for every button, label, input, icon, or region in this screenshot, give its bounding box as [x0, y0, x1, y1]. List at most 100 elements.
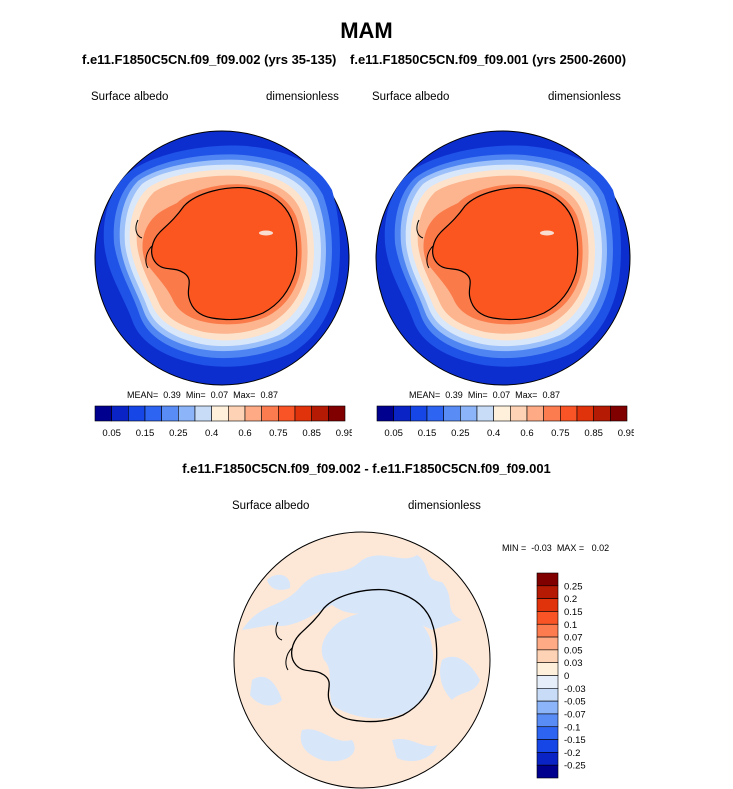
- colorbar-box: [410, 405, 428, 422]
- colorbar-box: [294, 405, 312, 422]
- diff-title: f.e11.F1850C5CN.f09_f09.002 - f.e11.F185…: [182, 461, 551, 476]
- colorbar-box: [536, 752, 559, 766]
- colorbar-box: [536, 598, 559, 612]
- colorbar-box: [536, 739, 559, 753]
- diff-min-label: MIN =: [502, 543, 527, 553]
- left-min-value: 0.07: [210, 390, 229, 400]
- colorbar-tick-label: 0.95: [618, 428, 634, 439]
- colorbar-box: [426, 405, 444, 422]
- left-variable-label: Surface albedo: [91, 91, 169, 103]
- colorbar-box: [328, 405, 346, 422]
- right-colorbar-labels: 0.05 0.15 0.25 0.4 0.6 0.75 0.85 0.95: [384, 428, 634, 439]
- left-units-label: dimensionless: [266, 91, 339, 103]
- diff-variable-label: Surface albedo: [232, 500, 310, 512]
- diff-colorbar-labels: 0.250.20.150.10.070.050.030-0.03-0.05-0.…: [564, 581, 586, 771]
- colorbar-tick-label: -0.2: [564, 748, 580, 759]
- colorbar-tick-label: 0.25: [169, 428, 188, 439]
- right-max-label: Max=: [515, 390, 538, 400]
- colorbar-box: [393, 405, 411, 422]
- right-min-value: 0.07: [492, 390, 511, 400]
- right-mean-label: MEAN=: [409, 390, 441, 400]
- left-albedo-map: [94, 130, 350, 386]
- colorbar-box: [536, 585, 559, 599]
- left-run-title: f.e11.F1850C5CN.f09_f09.002 (yrs 35-135): [82, 52, 337, 67]
- left-max-value: 0.87: [260, 390, 278, 400]
- left-stats: MEAN= 0.39 Min= 0.07 Max= 0.87: [127, 390, 278, 400]
- colorbar-tick-label: 0.15: [418, 428, 437, 439]
- colorbar-box: [460, 405, 478, 422]
- colorbar-tick-label: 0.1: [564, 620, 577, 631]
- diff-minmax: MIN = -0.03 MAX = 0.02: [502, 543, 609, 553]
- colorbar-box: [311, 405, 329, 422]
- colorbar-tick-label: -0.25: [564, 761, 586, 772]
- colorbar-box: [278, 405, 296, 422]
- colorbar-box: [144, 405, 162, 422]
- colorbar-tick-label: 0.15: [136, 428, 155, 439]
- colorbar-box: [261, 405, 279, 422]
- colorbar-box: [94, 405, 112, 422]
- right-stats: MEAN= 0.39 Min= 0.07 Max= 0.87: [409, 390, 560, 400]
- colorbar-tick-label: -0.07: [564, 709, 586, 720]
- right-albedo-map: [375, 130, 631, 386]
- colorbar-box: [244, 405, 262, 422]
- colorbar-box: [576, 405, 594, 422]
- right-max-value: 0.87: [542, 390, 560, 400]
- colorbar-box: [178, 405, 196, 422]
- left-max-label: Max=: [233, 390, 256, 400]
- colorbar-box: [536, 662, 559, 676]
- colorbar-box: [476, 405, 494, 422]
- colorbar-box: [443, 405, 461, 422]
- left-mean-label: MEAN=: [127, 390, 159, 400]
- diff-min-value: -0.03: [531, 543, 552, 553]
- page-title: MAM: [340, 18, 393, 43]
- right-variable-label: Surface albedo: [372, 91, 450, 103]
- colorbar-box: [593, 405, 611, 422]
- colorbar-box: [536, 726, 559, 740]
- diff-max-value: 0.02: [591, 543, 610, 553]
- colorbar-box: [111, 405, 129, 422]
- colorbar-tick-label: 0.03: [564, 658, 583, 669]
- colorbar-box: [536, 649, 559, 663]
- colorbar-box: [536, 764, 559, 779]
- colorbar-tick-label: 0.25: [564, 581, 583, 592]
- colorbar-tick-label: 0.95: [336, 428, 352, 439]
- left-colorbar-boxes: [94, 405, 346, 422]
- diff-max-label: MAX =: [556, 543, 585, 553]
- right-colorbar-boxes: [376, 405, 628, 422]
- colorbar-tick-label: 0.2: [564, 594, 577, 605]
- colorbar-tick-label: 0.05: [384, 428, 403, 439]
- colorbar-box: [510, 405, 528, 422]
- colorbar-box: [526, 405, 544, 422]
- colorbar-box: [228, 405, 246, 422]
- colorbar-tick-label: 0.85: [302, 428, 321, 439]
- colorbar-box: [543, 405, 561, 422]
- colorbar-box: [536, 636, 559, 651]
- colorbar-box: [194, 405, 212, 422]
- colorbar-box: [610, 405, 628, 422]
- diff-units-label: dimensionless: [408, 500, 481, 512]
- right-run-title: f.e11.F1850C5CN.f09_f09.001 (yrs 2500-26…: [350, 52, 627, 67]
- colorbar-tick-label: 0.4: [205, 428, 218, 439]
- left-colorbar: 0.05 0.15 0.25 0.4 0.6 0.75 0.85 0.95: [94, 405, 352, 439]
- diff-colorbar-boxes: [536, 572, 559, 779]
- colorbar-tick-label: 0.6: [238, 428, 251, 439]
- left-mean-value: 0.39: [163, 390, 181, 400]
- colorbar-box: [161, 405, 179, 422]
- colorbar-tick-label: 0.85: [584, 428, 603, 439]
- colorbar-tick-label: 0.15: [564, 607, 583, 618]
- right-mean-value: 0.39: [445, 390, 463, 400]
- right-units-label: dimensionless: [548, 91, 621, 103]
- left-min-label: Min=: [185, 390, 206, 400]
- colorbar-tick-label: 0.07: [564, 633, 583, 644]
- colorbar-box: [493, 405, 511, 422]
- colorbar-box: [536, 572, 559, 587]
- colorbar-box: [376, 405, 394, 422]
- colorbar-box: [536, 611, 559, 625]
- colorbar-tick-label: -0.05: [564, 697, 586, 708]
- colorbar-box: [536, 675, 559, 689]
- colorbar-tick-label: -0.03: [564, 684, 586, 695]
- colorbar-tick-label: 0.4: [487, 428, 500, 439]
- colorbar-box: [536, 623, 559, 638]
- colorbar-tick-label: 0.05: [564, 645, 583, 656]
- right-min-label: Min=: [467, 390, 488, 400]
